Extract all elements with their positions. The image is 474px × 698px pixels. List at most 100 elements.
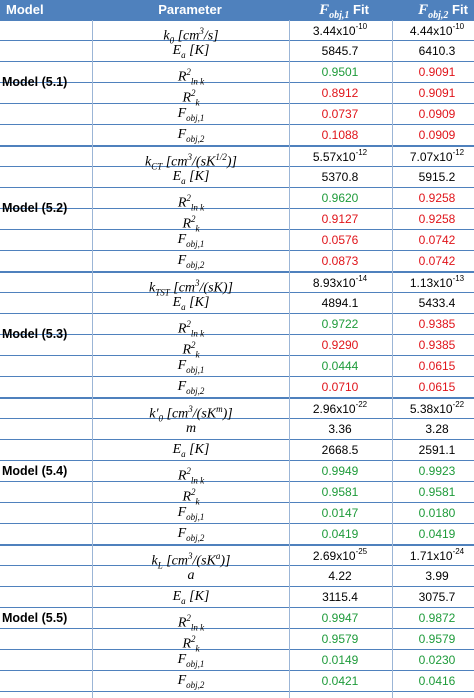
header-fit1-symbol: Fobj,1	[319, 2, 349, 21]
parameter-cell: Fobj,1	[177, 652, 205, 669]
parameter-cell: R2k	[182, 487, 200, 507]
value-exponent: -12	[355, 148, 368, 157]
value-mantissa: 0.9501	[321, 65, 359, 79]
parameter-cell: kTST [cm3/(sK)]	[149, 278, 233, 298]
fit2-value-cell: 5915.2	[392, 167, 474, 187]
model-group-label: Model (5.5)	[2, 610, 68, 625]
value-mantissa: 0.0576	[321, 233, 359, 247]
fit2-value-cell: 0.9581	[392, 482, 474, 502]
fit2-value-cell: 0.9091	[392, 83, 474, 103]
fit2-value-cell: 7.07x10-12	[392, 147, 474, 167]
fit2-value-cell: 0.0615	[392, 356, 474, 376]
value-mantissa: 0.0444	[321, 359, 359, 373]
fit2-value-cell: 0.0909	[392, 104, 474, 124]
table-row: Fobj,1 0.0737 0.0909	[0, 104, 474, 125]
value-exponent: -24	[452, 547, 465, 556]
header-fit2-symbol: Fobj,2	[418, 2, 449, 21]
fit1-value-cell: 4894.1	[289, 293, 391, 313]
header-fit1: Fobj,1 Fit	[296, 0, 392, 21]
table-row: Fobj,1 0.0576 0.0742	[0, 230, 474, 251]
fit1-value-cell: 5370.8	[289, 167, 391, 187]
value-mantissa: 0.0149	[321, 653, 359, 667]
value-mantissa: 1.13x10	[409, 276, 453, 290]
fit2-value-cell: 3.28	[392, 419, 474, 439]
parameter-cell: R2ln k	[177, 67, 205, 87]
header-fit2-letter: F	[418, 2, 429, 18]
fit2-value-cell: 0.9258	[392, 188, 474, 208]
header-fit2-sub: obj,2	[428, 10, 449, 21]
value-mantissa: 2.96x10	[312, 402, 356, 416]
table-row: Fobj,2 0.0421 0.0416	[0, 671, 474, 692]
fit1-value-cell: 0.0147	[289, 503, 391, 523]
value-mantissa: 0.0419	[418, 527, 456, 541]
value-exponent: -25	[355, 547, 368, 556]
fit1-value-cell: 4.22	[289, 566, 391, 586]
parameter-cell: R2k	[182, 214, 200, 234]
fit2-value-cell: 0.0909	[392, 125, 474, 145]
fit2-value-cell: 4.44x10-10	[392, 21, 474, 41]
value-mantissa: 0.9581	[321, 485, 359, 499]
value-exponent: -13	[452, 274, 465, 283]
value-mantissa: 0.9579	[321, 632, 359, 646]
fit1-value-cell: 0.9579	[289, 629, 391, 649]
table-row: R2k 0.8912 0.9091	[0, 83, 474, 108]
value-mantissa: 5.57x10	[312, 150, 356, 164]
fit2-value-cell: 0.0416	[392, 671, 474, 691]
value-mantissa: 5433.4	[418, 296, 456, 310]
value-mantissa: 1.71x10	[409, 549, 453, 563]
value-mantissa: 0.1088	[321, 128, 359, 142]
fit1-value-cell: 3115.4	[289, 587, 391, 607]
table-row: k0 [cm3/s] 3.44x10-10 4.44x10-10	[0, 20, 474, 45]
value-mantissa: 2.69x10	[312, 549, 356, 563]
model-group-label: Model (5.3)	[2, 327, 68, 341]
value-exponent: -14	[355, 274, 368, 283]
fit1-value-cell: 2.69x10-25	[289, 546, 391, 566]
table-row: Ea [K] 2668.5 2591.1	[0, 440, 474, 461]
value-exponent: -22	[452, 400, 465, 409]
value-mantissa: 0.8912	[321, 86, 359, 100]
value-mantissa: 0.0710	[321, 380, 359, 394]
parameter-cell: R2k	[182, 88, 200, 108]
fit2-value-cell: 0.9923	[392, 461, 474, 481]
fit1-value-cell: 0.0421	[289, 671, 391, 691]
fit1-value-cell: 0.0444	[289, 356, 391, 376]
table-row: R2ln k 0.9947 0.9872	[0, 608, 474, 632]
value-mantissa: 0.0909	[418, 107, 456, 121]
fit2-value-cell: 5.38x10-22	[392, 399, 474, 419]
table-row: Fobj,1 0.0149 0.0230	[0, 650, 474, 671]
value-mantissa: 3.36	[328, 422, 352, 436]
fit2-value-cell: 0.9579	[392, 629, 474, 649]
value-mantissa: 0.9947	[321, 611, 359, 625]
parameter-cell: m	[185, 421, 197, 436]
value-mantissa: 5915.2	[418, 170, 456, 184]
table-row: Fobj,2 0.1088 0.0909	[0, 125, 474, 146]
fit2-value-cell: 0.0742	[392, 251, 474, 271]
table-row: R2ln k 0.9949 0.9923	[0, 461, 474, 485]
fit1-value-cell: 0.0576	[289, 230, 391, 250]
model-group-label: Model (5.1)	[2, 75, 68, 89]
parameter-cell: k′0 [cm3/(sKm)]	[149, 404, 233, 424]
header-fit2-word: Fit	[452, 2, 468, 17]
fit2-value-cell: 3.99	[392, 566, 474, 586]
value-mantissa: 5.38x10	[409, 402, 453, 416]
value-mantissa: 2668.5	[321, 443, 359, 457]
fit2-value-cell: 0.0180	[392, 503, 474, 523]
model-group-label: Model (5.4)	[2, 463, 68, 478]
value-mantissa: 0.0742	[418, 233, 456, 247]
fit2-value-cell: 2591.1	[392, 440, 474, 460]
fit2-value-cell: 0.0419	[392, 524, 474, 544]
fit1-value-cell: 0.9947	[289, 608, 391, 628]
parameter-cell: Fobj,2	[177, 127, 205, 144]
value-mantissa: 0.0737	[321, 107, 359, 121]
parameter-cell: R2k	[182, 340, 200, 360]
column-divider	[289, 20, 290, 698]
value-mantissa: 4894.1	[321, 296, 359, 310]
value-mantissa: 0.0615	[418, 359, 456, 373]
value-mantissa: 5370.8	[321, 170, 359, 184]
value-mantissa: 3.99	[425, 569, 449, 583]
value-mantissa: 0.9258	[418, 212, 456, 226]
value-mantissa: 0.9091	[418, 65, 456, 79]
table-row: Fobj,1 0.0147 0.0180	[0, 503, 474, 524]
value-mantissa: 5845.7	[321, 44, 359, 58]
